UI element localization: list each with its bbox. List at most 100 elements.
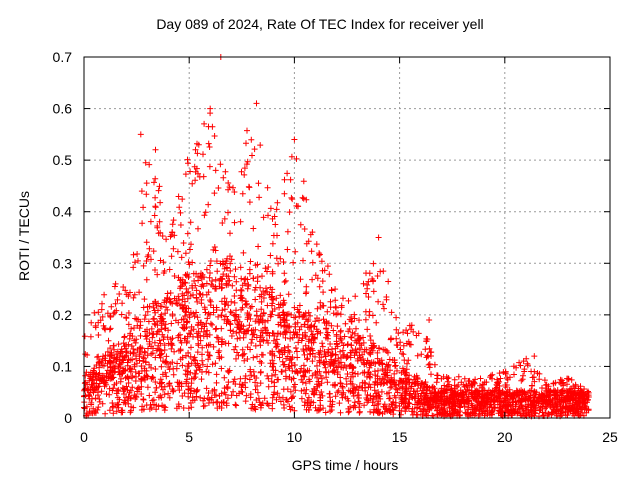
data-point [276, 394, 283, 401]
data-point [106, 357, 113, 364]
data-point [174, 301, 181, 307]
data-point [199, 321, 206, 328]
data-point [536, 391, 543, 398]
data-point [232, 313, 239, 320]
data-point [254, 383, 261, 389]
data-point [142, 359, 149, 366]
data-point [477, 404, 484, 411]
data-point [417, 401, 424, 408]
data-point [247, 258, 254, 265]
data-point [418, 380, 425, 387]
data-point [150, 396, 157, 403]
data-point [411, 408, 418, 415]
data-point [444, 375, 451, 382]
data-point [505, 401, 512, 407]
data-point [184, 318, 191, 325]
data-point [375, 410, 381, 416]
data-point [135, 384, 142, 391]
data-point [270, 232, 277, 239]
data-point [106, 385, 113, 392]
data-point [299, 379, 306, 386]
data-point [152, 309, 159, 316]
data-point [281, 323, 287, 330]
data-point [143, 239, 150, 246]
data-point [274, 376, 281, 383]
data-point [215, 313, 222, 320]
data-point [119, 384, 126, 391]
data-point [121, 391, 127, 397]
data-point [192, 146, 199, 153]
data-point [111, 381, 118, 388]
data-point [289, 196, 296, 203]
data-point [217, 161, 224, 168]
data-point [205, 390, 212, 396]
data-point [469, 409, 476, 415]
data-point [127, 330, 134, 337]
data-point [163, 359, 170, 366]
data-point [227, 260, 234, 267]
data-point [464, 383, 471, 390]
data-point [184, 371, 191, 378]
data-point [257, 358, 263, 365]
data-point [203, 280, 210, 287]
data-point [321, 267, 328, 274]
data-point [244, 327, 251, 334]
data-point [309, 358, 316, 365]
data-point [265, 264, 272, 270]
data-point [213, 371, 220, 378]
data-point [292, 248, 299, 255]
data-point [209, 123, 216, 130]
data-point [281, 190, 288, 197]
data-point [212, 167, 219, 174]
data-point [257, 369, 264, 376]
data-point [374, 375, 381, 382]
data-point [287, 335, 294, 342]
data-point [409, 405, 416, 412]
data-point [389, 379, 396, 386]
data-point [393, 342, 400, 348]
data-point [438, 404, 445, 411]
data-point [148, 364, 155, 371]
data-point [312, 272, 319, 279]
data-point [158, 303, 165, 310]
data-point [175, 293, 182, 300]
data-point [274, 341, 281, 348]
data-point [322, 409, 329, 416]
data-point [115, 386, 122, 393]
data-point [125, 293, 132, 300]
data-point [143, 180, 150, 187]
data-point [386, 395, 393, 402]
data-point [352, 348, 359, 355]
data-point [177, 222, 184, 228]
x-tick-label: 15 [392, 429, 408, 445]
data-point [237, 325, 244, 332]
data-point [204, 315, 211, 322]
data-point [170, 365, 177, 372]
data-point [195, 342, 202, 349]
data-point [380, 346, 387, 353]
data-point [257, 284, 264, 291]
data-point [573, 410, 579, 417]
data-point [141, 348, 148, 355]
data-point [496, 407, 503, 414]
data-point [202, 209, 209, 216]
data-point [318, 354, 325, 361]
data-point [183, 352, 189, 359]
data-point [367, 408, 374, 415]
data-point [174, 360, 181, 367]
data-point [194, 298, 201, 305]
data-point [293, 155, 300, 162]
data-point [236, 318, 243, 325]
data-point [583, 406, 590, 413]
data-point [369, 399, 376, 406]
data-point [297, 221, 304, 228]
data-point [227, 267, 234, 274]
data-point [340, 342, 347, 349]
data-point [260, 214, 267, 221]
data-point [260, 351, 266, 358]
data-point [314, 407, 321, 414]
data-point [351, 399, 358, 406]
data-point [238, 294, 245, 301]
data-point [218, 354, 225, 361]
data-point [306, 378, 313, 385]
